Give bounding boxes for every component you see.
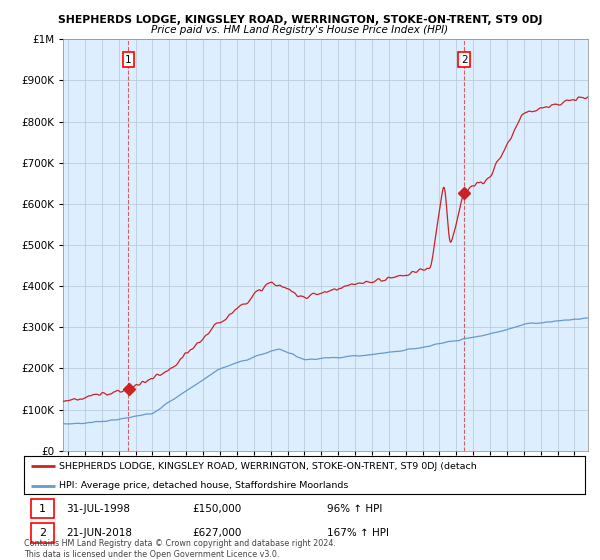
FancyBboxPatch shape — [31, 499, 54, 519]
Text: 2: 2 — [39, 528, 46, 538]
Text: SHEPHERDS LODGE, KINGSLEY ROAD, WERRINGTON, STOKE-ON-TRENT, ST9 0DJ (detach: SHEPHERDS LODGE, KINGSLEY ROAD, WERRINGT… — [59, 461, 477, 470]
Text: 167% ↑ HPI: 167% ↑ HPI — [327, 528, 389, 538]
Text: 21-JUN-2018: 21-JUN-2018 — [66, 528, 132, 538]
Text: £627,000: £627,000 — [192, 528, 242, 538]
Text: SHEPHERDS LODGE, KINGSLEY ROAD, WERRINGTON, STOKE-ON-TRENT, ST9 0DJ: SHEPHERDS LODGE, KINGSLEY ROAD, WERRINGT… — [58, 15, 542, 25]
Text: 1: 1 — [125, 55, 132, 65]
Text: HPI: Average price, detached house, Staffordshire Moorlands: HPI: Average price, detached house, Staf… — [59, 481, 349, 490]
Text: 1: 1 — [39, 503, 46, 514]
Text: Price paid vs. HM Land Registry's House Price Index (HPI): Price paid vs. HM Land Registry's House … — [151, 25, 449, 35]
Text: £150,000: £150,000 — [192, 503, 242, 514]
Text: Contains HM Land Registry data © Crown copyright and database right 2024.
This d: Contains HM Land Registry data © Crown c… — [24, 539, 336, 559]
Text: 2: 2 — [461, 55, 467, 65]
Text: 96% ↑ HPI: 96% ↑ HPI — [327, 503, 382, 514]
FancyBboxPatch shape — [31, 524, 54, 543]
Text: 31-JUL-1998: 31-JUL-1998 — [66, 503, 130, 514]
